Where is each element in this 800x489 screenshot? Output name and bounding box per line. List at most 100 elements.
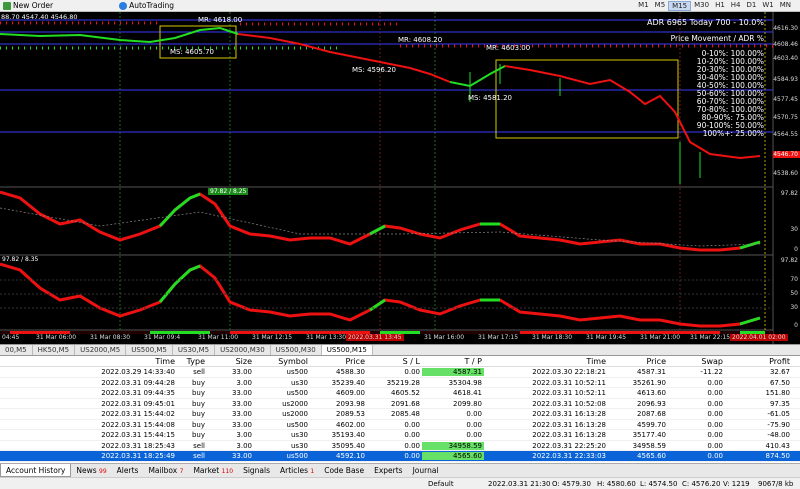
cell-size: 33.00 [231, 399, 252, 408]
table-row[interactable]: 2022.03.29 14:33:40 sell 33.00 us500 4588.30… [0, 367, 800, 378]
tab-experts[interactable]: Experts [369, 464, 407, 477]
cell-size: 33.00 [231, 420, 252, 429]
symbol-tab[interactable]: US500,M30 [271, 345, 322, 355]
price-chart[interactable]: 88.70 4547.40 4546.80 4616.30 4608.46 46… [0, 12, 800, 344]
autotrading-button[interactable]: AutoTrading [116, 0, 177, 12]
col-header-tp[interactable]: T / P [464, 357, 483, 366]
timeframe-h4[interactable]: H4 [730, 0, 741, 9]
col-header-symbol[interactable]: Symbol [278, 357, 308, 366]
col-header-size[interactable]: Size [235, 357, 252, 366]
table-row[interactable]: 2022.03.31 18:25:43 sell 3.00 us30 35095.40 0… [0, 441, 800, 451]
table-row[interactable]: 2022.03.31 09:44:35 buy 33.00 us500 4609.00 4… [0, 388, 800, 399]
cell-sl: 0.00 [404, 452, 420, 460]
symbol-tab[interactable]: US2000,M30 [215, 345, 271, 355]
cell-symbol: us30 [291, 431, 308, 439]
cell-symbol: us30 [291, 378, 308, 387]
cell-price: 4609.00 [336, 389, 365, 397]
cell-close-price: 34958.59 [632, 441, 666, 450]
time-axis-label: 31 Mar 16:00 [424, 334, 465, 341]
table-row[interactable]: 2022.03.31 15:44:15 buy 3.00 us30 35193.40 0.… [0, 430, 800, 441]
col-header-swap[interactable]: Swap [701, 357, 723, 366]
time-axis-label: 31 Mar 22:15 [690, 334, 731, 341]
symbol-tab[interactable]: 00,M5 [0, 345, 33, 355]
timeframe-h1[interactable]: H1 [715, 0, 725, 9]
time-axis-label: 31 Mar 06:00 [36, 334, 77, 341]
time-axis-label: 31 Mar 21:00 [640, 334, 681, 341]
cell-swap: 0.00 [707, 378, 723, 387]
col-header-time[interactable]: Time [155, 357, 175, 366]
time-axis-label: 31 Mar 11:00 [198, 334, 239, 341]
symbol-tab-active[interactable]: US500,M15 [321, 345, 373, 355]
tab-signals[interactable]: Signals [238, 464, 275, 477]
cell-time: 2022.03.31 09:44:35 [101, 389, 175, 397]
cell-time: 2022.03.31 15:44:15 [101, 431, 175, 439]
tab-account-history[interactable]: Account History [0, 464, 72, 477]
time-axis-label: 04:45 [2, 334, 20, 341]
timeframe-m15[interactable]: M15 [668, 0, 692, 11]
new-order-button[interactable]: New Order [0, 0, 56, 12]
timeframe-mn[interactable]: MN [779, 0, 791, 9]
col-header-close-price[interactable]: Price [646, 357, 666, 366]
cell-time: 2022.03.31 15:44:02 [101, 410, 175, 418]
cell-type: buy [191, 410, 205, 418]
cell-type: buy [191, 399, 205, 408]
cell-tp: 35304.98 [448, 378, 482, 387]
cell-size: 33.00 [231, 389, 252, 397]
col-header-sl[interactable]: S / L [402, 357, 420, 366]
timeframe-w1[interactable]: W1 [762, 0, 774, 9]
tab-journal[interactable]: Journal [408, 464, 444, 477]
current-price-label: 4546.70 [773, 151, 798, 158]
cell-type: buy [191, 389, 205, 397]
cell-swap: 0.00 [707, 452, 723, 460]
tab-articles[interactable]: Articles 1 [275, 464, 319, 477]
adr-row: 0-10%: 100.00% [701, 49, 764, 58]
tab-label: Market [193, 466, 220, 475]
cell-size: 33.00 [231, 452, 252, 460]
cell-price: 35193.40 [331, 431, 365, 439]
symbol-tab[interactable]: US500,M5 [126, 345, 173, 355]
autotrading-icon [119, 1, 128, 10]
tab-market[interactable]: Market 110 [188, 464, 238, 477]
tab-code-base[interactable]: Code Base [319, 464, 369, 477]
ohlc-readout: 88.70 4547.40 4546.80 [1, 13, 78, 21]
timeframe-m5[interactable]: M5 [654, 0, 666, 9]
mailbox-badge: 7 [179, 468, 184, 475]
cell-price: 35239.40 [331, 378, 365, 387]
cell-time: 2022.03.31 09:45:01 [101, 399, 175, 408]
symbol-tab[interactable]: US30,M5 [173, 345, 216, 355]
cell-tp: 0.00 [466, 410, 482, 418]
col-header-type[interactable]: Type [186, 357, 205, 366]
cell-swap: 0.00 [707, 441, 723, 450]
table-row[interactable]: 2022.03.31 15:44:08 buy 33.00 us500 4602.00 0… [0, 420, 800, 430]
time-axis-label: 2022.03.31 13:45 [346, 334, 404, 341]
table-row[interactable]: 2022.03.31 18:25:49 sell 33.00 us500 4592.10… [0, 451, 800, 462]
chart-canvas [0, 12, 800, 344]
status-open: O: 4579.30 [552, 480, 591, 488]
adr-row: 50-60%: 100.00% [696, 89, 764, 98]
symbol-tab[interactable]: US2000,M5 [75, 345, 127, 355]
cell-tp: 2099.80 [453, 399, 482, 408]
tab-mailbox[interactable]: Mailbox 7 [143, 464, 188, 477]
new-order-icon [3, 1, 11, 10]
cell-size: 33.00 [231, 410, 252, 418]
timeframe-m1[interactable]: M1 [638, 0, 649, 9]
table-row[interactable]: 2022.03.31 15:44:02 buy 33.00 us2000 2089.53… [0, 409, 800, 420]
timeframe-d1[interactable]: D1 [746, 0, 757, 9]
col-header-price[interactable]: Price [345, 357, 365, 366]
col-header-profit[interactable]: Profit [769, 357, 790, 366]
table-header: Time Type Size Symbol Price S / L T / P … [0, 356, 800, 367]
cell-close-price: 4599.70 [637, 420, 666, 429]
tab-alerts[interactable]: Alerts [112, 464, 144, 477]
status-close: C: 4576.20 [682, 480, 721, 488]
adr-title: ADR 6965 Today 700 - 10.0% [647, 18, 764, 27]
symbol-tab[interactable]: HK50,M5 [33, 345, 76, 355]
col-header-close-time[interactable]: Time [586, 357, 606, 366]
adr-row: 90-100%: 50.00% [696, 121, 764, 130]
cell-sl: 0.00 [404, 420, 420, 429]
time-axis-label: 2022.04.01 02:00 [730, 334, 788, 341]
table-row[interactable]: 2022.03.31 09:44:28 buy 3.00 us30 35239.40 35… [0, 378, 800, 388]
table-row[interactable]: 2022.03.31 09:45:01 buy 33.00 us2000 2093.98… [0, 399, 800, 409]
tab-news[interactable]: News 99 [71, 464, 111, 477]
cell-close-time: 2022.03.31 10:52:08 [532, 399, 606, 408]
timeframe-m30[interactable]: M30 [694, 0, 710, 9]
